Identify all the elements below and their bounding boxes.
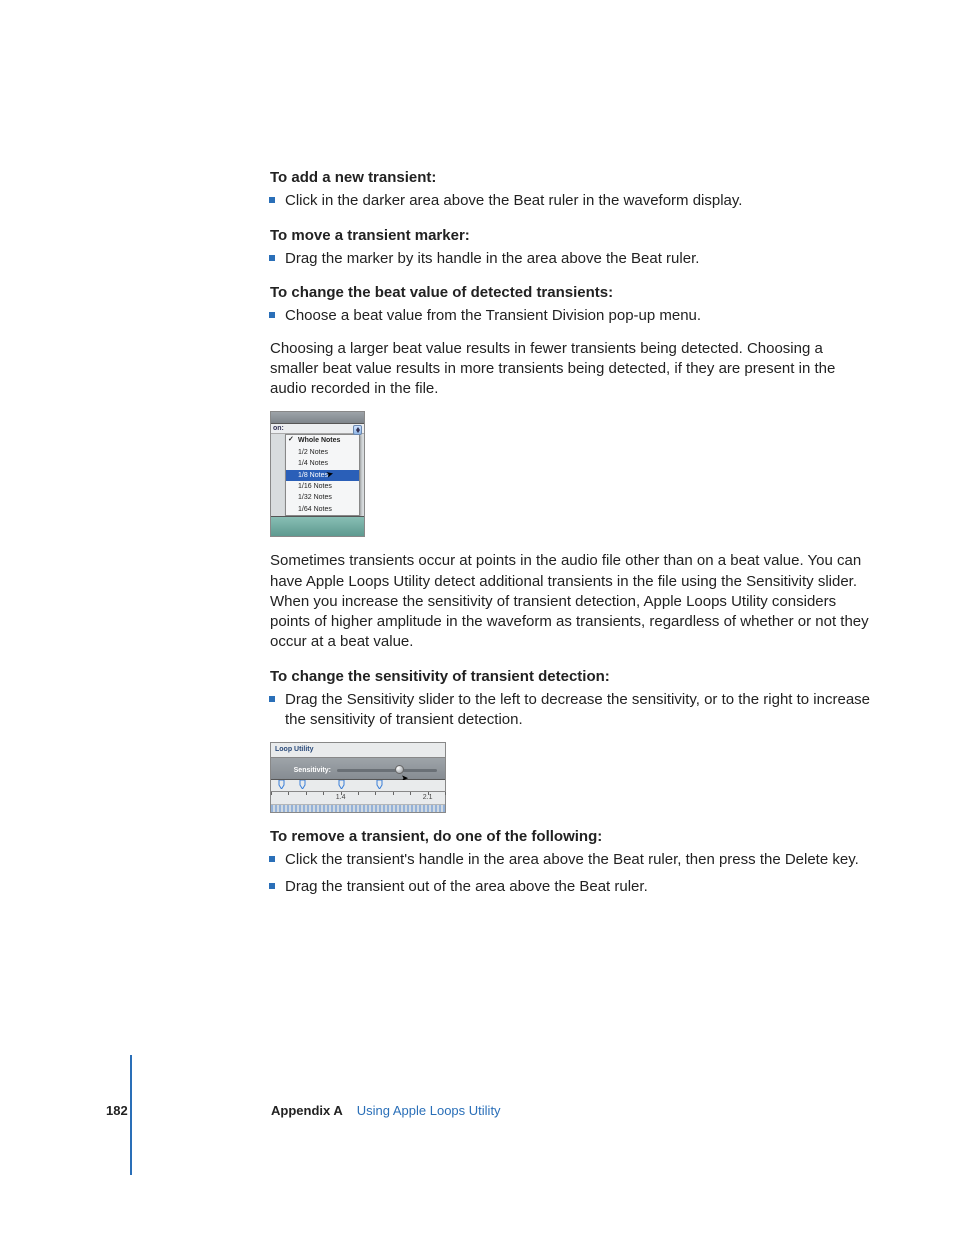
page-footer: 182 Appendix A Using Apple Loops Utility (106, 1102, 501, 1120)
body-text: Sometimes transients occur at points in … (270, 551, 874, 652)
menu-item[interactable]: 1/32 Notes (286, 492, 359, 503)
bullet-list: Drag the marker by its handle in the are… (270, 249, 874, 269)
slider-label: Sensitivity: (279, 766, 331, 775)
list-item: Click in the darker area above the Beat … (270, 191, 874, 211)
popup-menu[interactable]: Whole Notes1/2 Notes1/4 Notes1/8 Notes1/… (285, 434, 360, 516)
transient-marker-icon[interactable] (299, 780, 306, 789)
waveform-area (271, 804, 445, 812)
ruler-number: 1.4 (336, 793, 346, 802)
menu-item[interactable]: 1/8 Notes (286, 470, 359, 481)
list-item: Drag the Sensitivity slider to the left … (270, 690, 874, 731)
menu-item[interactable]: 1/16 Notes (286, 481, 359, 492)
waveform-area (271, 516, 364, 536)
stepper-icon[interactable] (353, 425, 362, 435)
menu-item[interactable]: 1/2 Notes (286, 447, 359, 458)
list-item: Drag the marker by its handle in the are… (270, 249, 874, 269)
transient-marker-icon[interactable] (278, 780, 285, 789)
figure-transient-division-menu: on: Whole Notes1/2 Notes1/4 Notes1/8 Not… (270, 411, 365, 537)
page-content: To add a new transient: Click in the dar… (0, 0, 954, 897)
list-item: Choose a beat value from the Transient D… (270, 306, 874, 326)
transient-marker-icon[interactable] (376, 780, 383, 789)
heading-change-sensitivity: To change the sensitivity of transient d… (270, 667, 874, 687)
popup-label-row: on: (271, 424, 364, 434)
heading-add-transient: To add a new transient: (270, 168, 874, 188)
list-item: Drag the transient out of the area above… (270, 877, 874, 897)
figure-sensitivity-slider: Loop Utility Sensitivity: ➤ 1.4 2.1 (270, 742, 446, 813)
popup-label: on: (273, 424, 284, 433)
bullet-list: Click the transient's handle in the area… (270, 850, 874, 897)
transient-marker-icon[interactable] (338, 780, 345, 789)
heading-move-marker: To move a transient marker: (270, 226, 874, 246)
bullet-list: Drag the Sensitivity slider to the left … (270, 690, 874, 731)
menu-item[interactable]: 1/64 Notes (286, 504, 359, 515)
margin-rule (130, 1055, 132, 1175)
body-text: Choosing a larger beat value results in … (270, 339, 874, 400)
sensitivity-slider[interactable]: ➤ (337, 769, 437, 772)
window-titlebar (271, 412, 364, 424)
window-title: Loop Utility (271, 743, 445, 757)
bullet-list: Click in the darker area above the Beat … (270, 191, 874, 211)
bullet-list: Choose a beat value from the Transient D… (270, 306, 874, 326)
beat-ruler-numbers: 1.4 2.1 (271, 792, 445, 804)
beat-ruler-markers (271, 780, 445, 792)
menu-item[interactable]: 1/4 Notes (286, 458, 359, 469)
appendix-label: Appendix A (271, 1102, 343, 1120)
chapter-title: Using Apple Loops Utility (357, 1102, 501, 1120)
slider-panel: Sensitivity: ➤ (271, 758, 445, 780)
heading-remove-transient: To remove a transient, do one of the fol… (270, 827, 874, 847)
heading-change-beat-value: To change the beat value of detected tra… (270, 283, 874, 303)
ruler-number: 2.1 (423, 793, 433, 802)
list-item: Click the transient's handle in the area… (270, 850, 874, 870)
menu-item[interactable]: Whole Notes (286, 435, 359, 446)
